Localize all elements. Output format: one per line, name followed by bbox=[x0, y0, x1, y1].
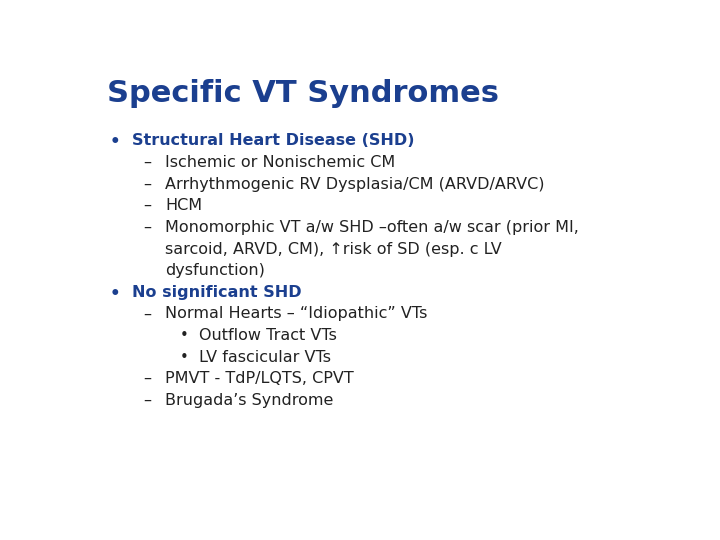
Text: Arrhythmogenic RV Dysplasia/CM (ARVD/ARVC): Arrhythmogenic RV Dysplasia/CM (ARVD/ARV… bbox=[166, 177, 545, 192]
Text: •: • bbox=[109, 285, 120, 303]
Text: –: – bbox=[143, 220, 151, 235]
Text: HCM: HCM bbox=[166, 198, 202, 213]
Text: LV fascicular VTs: LV fascicular VTs bbox=[199, 349, 330, 364]
Text: Outflow Tract VTs: Outflow Tract VTs bbox=[199, 328, 337, 343]
Text: –: – bbox=[143, 198, 151, 213]
Text: Ischemic or Nonischemic CM: Ischemic or Nonischemic CM bbox=[166, 155, 395, 170]
Text: PMVT - TdP/LQTS, CPVT: PMVT - TdP/LQTS, CPVT bbox=[166, 371, 354, 386]
Text: Normal Hearts – “Idiopathic” VTs: Normal Hearts – “Idiopathic” VTs bbox=[166, 306, 428, 321]
Text: •: • bbox=[179, 349, 188, 364]
Text: Specific VT Syndromes: Specific VT Syndromes bbox=[107, 79, 499, 109]
Text: –: – bbox=[143, 155, 151, 170]
Text: Brugada’s Syndrome: Brugada’s Syndrome bbox=[166, 393, 333, 408]
Text: •: • bbox=[179, 328, 188, 343]
Text: sarcoid, ARVD, CM), ↑risk of SD (esp. c LV: sarcoid, ARVD, CM), ↑risk of SD (esp. c … bbox=[166, 241, 502, 256]
Text: •: • bbox=[109, 133, 120, 151]
Text: –: – bbox=[143, 306, 151, 321]
Text: –: – bbox=[143, 393, 151, 408]
Text: Structural Heart Disease (SHD): Structural Heart Disease (SHD) bbox=[132, 133, 414, 148]
Text: Monomorphic VT a/w SHD –often a/w scar (prior MI,: Monomorphic VT a/w SHD –often a/w scar (… bbox=[166, 220, 579, 235]
Text: –: – bbox=[143, 177, 151, 192]
Text: dysfunction): dysfunction) bbox=[166, 263, 265, 278]
Text: No significant SHD: No significant SHD bbox=[132, 285, 302, 300]
Text: –: – bbox=[143, 371, 151, 386]
